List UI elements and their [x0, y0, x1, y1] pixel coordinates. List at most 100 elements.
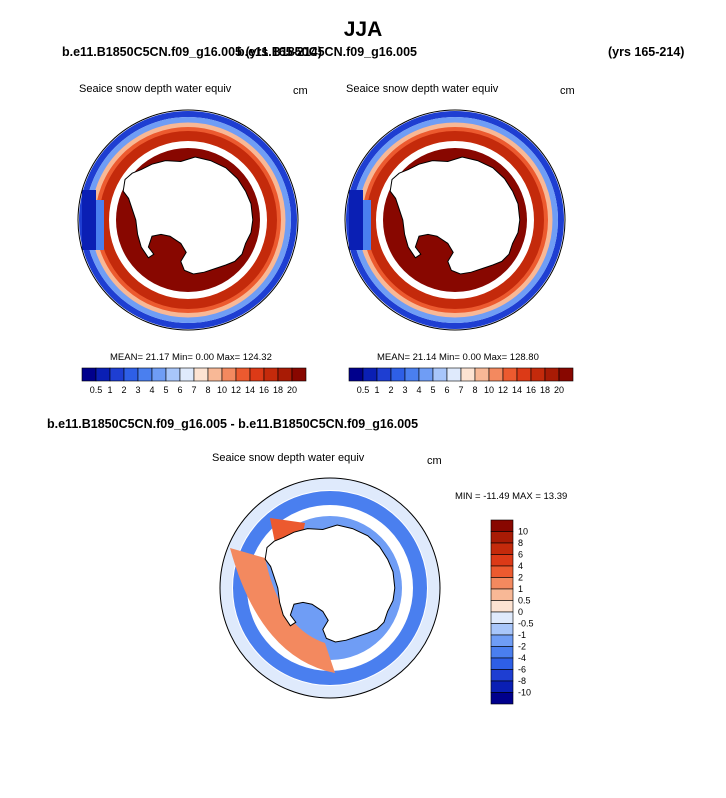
colorbar-box [490, 634, 514, 647]
colorbar-label: 7 [191, 385, 196, 395]
colorbar-label: -4 [518, 653, 526, 663]
colorbar-box [390, 367, 406, 382]
ice-edge-patch [349, 190, 363, 250]
ice-edge-patch [96, 200, 104, 250]
panel1-variable: Seaice snow depth water equiv [79, 83, 232, 95]
colorbar-label: 8 [205, 385, 210, 395]
antarctica-outline [264, 524, 396, 643]
left-case-title: b.e11.B1850C5CN.f09_g16.005 (yrs 165-214… [62, 45, 322, 59]
map-border [344, 109, 566, 331]
colorbar-box [207, 367, 223, 382]
colorbar-box [404, 367, 420, 382]
colorbar-box [109, 367, 125, 382]
colorbar-label: 4 [416, 385, 421, 395]
colorbar-box [460, 367, 476, 382]
colorbar-label: 1 [374, 385, 379, 395]
panel2-variable: Seaice snow depth water equiv [346, 83, 499, 95]
colorbar-label: -10 [518, 688, 531, 698]
colorbar-box [193, 367, 209, 382]
colorbar-label: 3 [402, 385, 407, 395]
diff-edge-ring [220, 478, 440, 698]
map-panel-3 [220, 478, 440, 698]
colorbar-label: 5 [430, 385, 435, 395]
colorbar-box [530, 367, 546, 382]
colorbar-box [474, 367, 490, 382]
colorbar-3: 108 64 21 0.50 -0.5-1 -2-4 -6-8 -10 [490, 519, 534, 705]
colorbar-box [516, 367, 532, 382]
ice-edge-patch [82, 190, 96, 250]
colorbar-label: 16 [259, 385, 269, 395]
colorbar-1: 0.5 1 2 3 4 5 6 7 8 10 12 14 16 18 20 [81, 367, 307, 395]
colorbar-box [490, 657, 514, 670]
colorbar-box [165, 367, 181, 382]
colorbar-box [490, 680, 514, 693]
colorbar-box [418, 367, 434, 382]
diff-band [233, 491, 427, 685]
colorbar-label: 10 [484, 385, 494, 395]
colorbar-label: 6 [177, 385, 182, 395]
colorbar-label: -2 [518, 642, 526, 652]
colorbar-box [488, 367, 504, 382]
panel2-stats: MEAN= 21.14 Min= 0.00 Max= 128.80 [377, 352, 539, 363]
ice-edge-patch [363, 200, 371, 250]
colorbar-label: 2 [121, 385, 126, 395]
map-border [77, 109, 299, 331]
colorbar-label: 20 [287, 385, 297, 395]
colorbar-box [137, 367, 153, 382]
colorbar-box [446, 367, 462, 382]
colorbar-box [221, 367, 237, 382]
colorbar-label: -8 [518, 676, 526, 686]
colorbar-box [490, 577, 514, 590]
colorbar-box [490, 531, 514, 544]
colorbar-box [490, 554, 514, 567]
colorbar-label: 1 [107, 385, 112, 395]
colorbar-box [490, 646, 514, 659]
map-panel-1 [78, 110, 298, 330]
colorbar-box [277, 367, 293, 382]
colorbar-label: 3 [135, 385, 140, 395]
colorbar-box [249, 367, 265, 382]
colorbar-label: 1 [518, 584, 523, 594]
colorbar-box [432, 367, 448, 382]
colorbar-label: 18 [273, 385, 283, 395]
colorbar-label: 8 [518, 538, 523, 548]
panel3-stats: MIN = -11.49 MAX = 13.39 [455, 491, 568, 502]
colorbar-box [490, 565, 514, 578]
colorbar-label: -1 [518, 630, 526, 640]
colorbar-box [490, 519, 514, 532]
colorbar-label: 6 [444, 385, 449, 395]
colorbar-box [179, 367, 195, 382]
colorbar-box [490, 611, 514, 624]
right-case-title: b.e11.B1850C5CN.f09_g16.005 [237, 45, 417, 59]
colorbar-box [376, 367, 392, 382]
map-panel-2 [345, 110, 565, 330]
colorbar-box [490, 600, 514, 613]
colorbar-label: 12 [498, 385, 508, 395]
colorbar-label: 2 [388, 385, 393, 395]
colorbar-box [490, 542, 514, 555]
colorbar-box [291, 367, 307, 382]
colorbar-label: -0.5 [518, 619, 534, 629]
colorbar-box [490, 692, 514, 705]
colorbar-box [490, 623, 514, 636]
colorbar-box [263, 367, 279, 382]
colorbar-box [544, 367, 560, 382]
antarctica-outline [389, 156, 521, 275]
colorbar-label: 8 [472, 385, 477, 395]
map-border [219, 477, 441, 699]
colorbar-box [151, 367, 167, 382]
colorbar-label: 16 [526, 385, 536, 395]
antarctica-outline [122, 156, 254, 275]
colorbar-label: 0.5 [357, 385, 370, 395]
colorbar-box [348, 367, 364, 382]
colorbar-label: 14 [512, 385, 522, 395]
colorbar-label: 10 [518, 527, 528, 537]
colorbar-label: -6 [518, 665, 526, 675]
panel3-variable: Seaice snow depth water equiv [212, 452, 365, 464]
page-title: JJA [343, 18, 383, 41]
colorbar-label: 2 [518, 573, 523, 583]
colorbar-label: 20 [554, 385, 564, 395]
colorbar-box [502, 367, 518, 382]
diff-title: b.e11.B1850C5CN.f09_g16.005 - b.e11.B185… [47, 417, 419, 431]
colorbar-label: 4 [518, 561, 523, 571]
